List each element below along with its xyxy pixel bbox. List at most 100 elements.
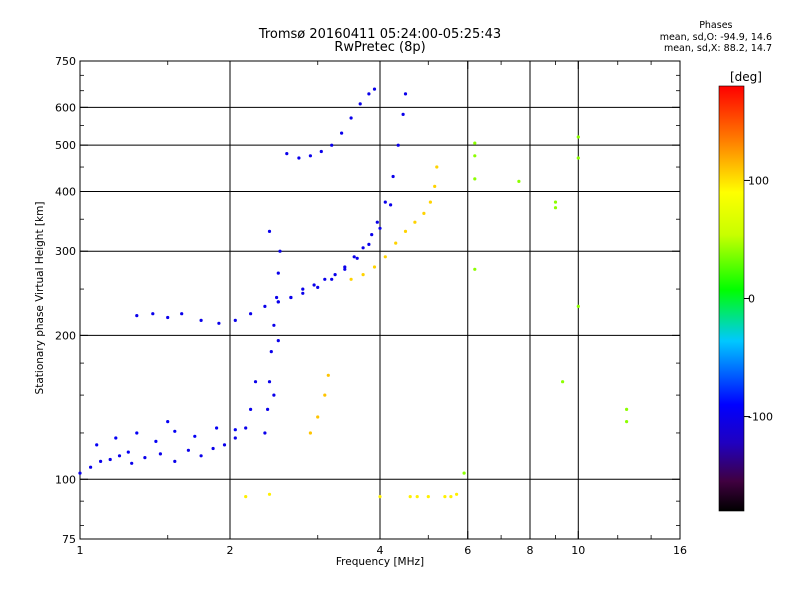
- data-point: [316, 415, 320, 419]
- y-tick-label: 750: [55, 55, 76, 68]
- data-point: [323, 393, 327, 397]
- data-point: [349, 277, 353, 281]
- data-point: [367, 92, 371, 96]
- y-tick-label: 200: [55, 329, 76, 342]
- data-point: [378, 495, 382, 499]
- data-point: [266, 407, 270, 411]
- data-point: [372, 87, 377, 91]
- data-point: [275, 295, 279, 300]
- phases-x-stats: mean, sd,X: 88.2, 14.7: [663, 43, 772, 54]
- data-point: [473, 154, 477, 158]
- data-point: [158, 452, 162, 456]
- data-point: [166, 420, 170, 424]
- data-point: [391, 174, 395, 179]
- data-point: [186, 448, 190, 452]
- data-point: [199, 454, 203, 458]
- data-point: [625, 407, 629, 411]
- colorbar-tick-label: 100: [748, 174, 769, 187]
- data-point: [361, 273, 365, 277]
- data-point: [249, 312, 253, 316]
- data-point: [330, 277, 334, 281]
- data-point: [130, 461, 134, 465]
- data-point: [352, 255, 356, 259]
- data-point: [473, 177, 477, 181]
- x-tick-label: 4: [377, 544, 384, 557]
- data-point: [401, 112, 405, 116]
- data-point: [263, 304, 267, 308]
- data-point: [316, 285, 320, 289]
- data-point: [135, 314, 139, 318]
- data-point: [462, 471, 466, 475]
- data-point: [576, 156, 580, 160]
- data-point: [319, 149, 323, 154]
- data-point: [117, 454, 122, 458]
- data-point: [151, 312, 155, 316]
- data-point: [308, 154, 312, 158]
- data-point: [553, 200, 558, 204]
- data-point: [389, 203, 393, 207]
- data-point: [312, 283, 316, 287]
- data-point: [361, 246, 365, 250]
- data-point: [301, 287, 305, 291]
- data-point: [370, 233, 374, 237]
- data-point: [211, 446, 215, 451]
- y-tick-label: 600: [55, 101, 76, 114]
- data-point: [173, 429, 177, 433]
- data-point: [269, 350, 273, 354]
- data-point: [249, 407, 253, 411]
- data-point: [244, 426, 248, 430]
- data-point: [330, 143, 334, 147]
- data-point: [473, 267, 477, 271]
- data-point: [180, 312, 184, 316]
- data-point: [217, 321, 221, 325]
- data-point: [394, 241, 398, 245]
- y-tick-label: 400: [55, 185, 76, 198]
- data-points: [78, 87, 629, 499]
- data-point: [383, 200, 387, 204]
- data-point: [276, 271, 280, 275]
- data-point: [408, 495, 412, 499]
- data-point: [154, 439, 158, 443]
- data-point: [553, 206, 558, 210]
- x-tick-label: 16: [673, 544, 687, 557]
- data-point: [263, 431, 267, 435]
- data-point: [267, 492, 272, 496]
- data-point: [625, 420, 629, 424]
- data-point: [443, 495, 447, 499]
- data-point: [78, 471, 82, 475]
- data-point: [99, 459, 103, 463]
- data-point: [297, 156, 301, 160]
- data-point: [267, 229, 272, 233]
- colorbar-label: [deg]: [730, 70, 762, 84]
- colorbar-tick-label: 0: [748, 293, 755, 306]
- data-point: [349, 116, 353, 120]
- phases-title: Phases: [699, 20, 733, 31]
- data-point: [378, 226, 382, 230]
- x-tick-label: 10: [571, 544, 585, 557]
- y-tick-label: 75: [62, 533, 76, 546]
- data-point: [343, 267, 347, 271]
- data-point: [233, 318, 237, 322]
- data-point: [576, 304, 580, 308]
- axis-ticks: 1 2 4 6 8 10 16 75 100 200 300 400 500 600 750: [55, 55, 687, 557]
- data-point: [426, 495, 430, 499]
- data-point: [108, 457, 112, 462]
- data-point: [435, 165, 439, 169]
- data-point: [199, 318, 203, 322]
- data-point: [422, 211, 426, 215]
- x-axis-title: Frequency [MHz]: [335, 556, 425, 568]
- data-point: [143, 456, 147, 460]
- data-point: [355, 256, 359, 260]
- data-point: [340, 131, 344, 135]
- data-point: [358, 102, 362, 106]
- x-tick-label: 1: [77, 544, 84, 557]
- y-tick-label: 300: [55, 245, 76, 258]
- data-point: [473, 141, 477, 145]
- data-point: [272, 393, 276, 397]
- data-point: [403, 229, 408, 233]
- phases-o-stats: mean, sd,O: -94.9, 14.6: [659, 31, 772, 43]
- data-point: [449, 495, 453, 499]
- data-point: [308, 431, 312, 435]
- data-point: [173, 459, 177, 463]
